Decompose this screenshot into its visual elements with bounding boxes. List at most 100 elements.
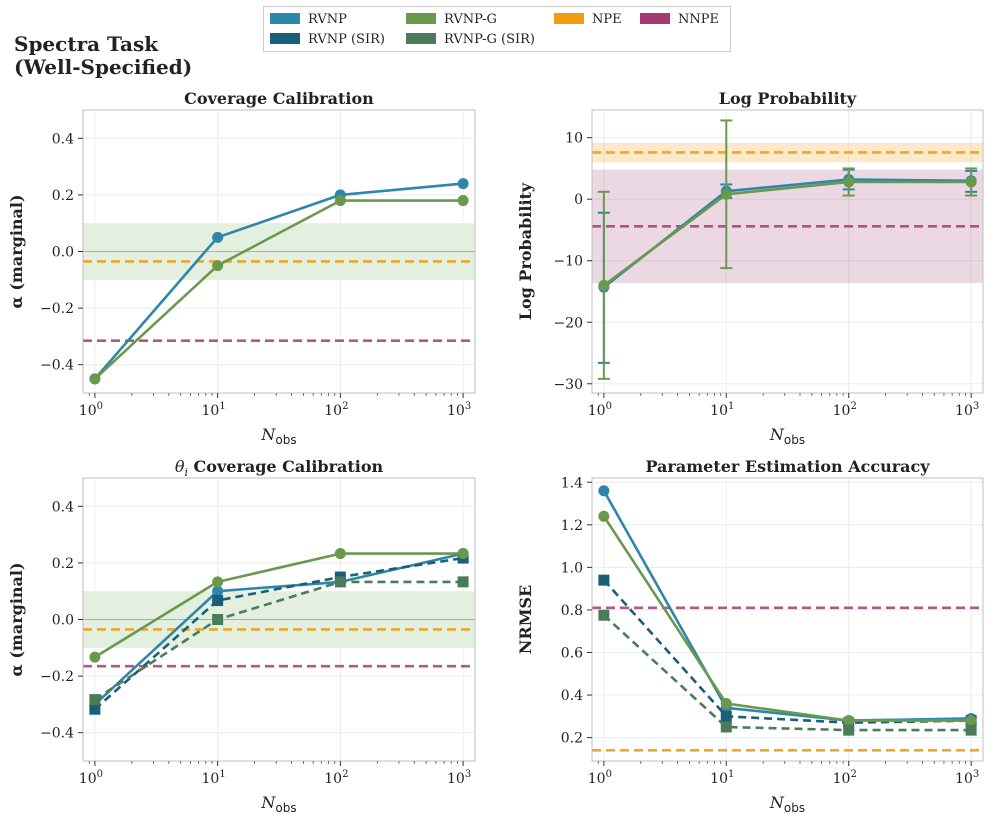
legend-swatch-rvnp (270, 13, 300, 24)
y-tick-label: −10 (553, 254, 583, 270)
data-point (598, 485, 610, 497)
legend-label-rvnpg-sir: RVNP-G (SIR) (444, 32, 536, 47)
legend-label-nnpe: NNPE (678, 12, 719, 27)
y-tick-label: 0.0 (52, 613, 74, 629)
y-tick-label: 0.6 (561, 645, 583, 661)
series-rvnp-sir (598, 574, 977, 729)
y-tick-label: −30 (553, 377, 583, 393)
data-point (598, 279, 610, 291)
x-tick-label: 102 (324, 401, 348, 419)
legend-item-nnpe: NNPE (640, 12, 719, 28)
data-point (843, 176, 855, 188)
data-point (212, 595, 224, 607)
legend-swatch-nnpe (640, 13, 670, 24)
y-tick-label: 0.2 (52, 556, 74, 572)
series-line (93, 182, 464, 380)
y-axis-label: α (marginal) (7, 562, 26, 676)
series-line (603, 614, 972, 732)
data-point (457, 576, 469, 588)
figure-title: Spectra Task (Well-Specified) (14, 32, 193, 79)
data-point (843, 724, 855, 736)
npe-band (592, 142, 983, 163)
panel-1: −0.4 −0.2 0.0 0.2 0.4 100 101 102 103 Coverage Ca… (7, 89, 476, 447)
panel-title: θi Coverage Calibration (175, 457, 384, 479)
x-tick-label: 101 (202, 401, 226, 419)
grid (592, 478, 983, 761)
series-rvnp (598, 485, 977, 727)
y-tick-label: 1.2 (561, 518, 583, 534)
x-axis-label: Nobs (260, 793, 296, 815)
plot-frame (591, 477, 984, 762)
data-point (89, 651, 101, 663)
data-point (843, 715, 855, 727)
panel-title: Log Probability (719, 89, 857, 108)
y-tick-label: −0.4 (40, 726, 74, 742)
legend-item-rvnp: RVNP (270, 12, 347, 28)
y-tick-label: −0.4 (40, 358, 74, 374)
data-point (212, 576, 224, 588)
data-point (89, 373, 101, 385)
data-point (720, 710, 732, 722)
data-point (457, 178, 469, 190)
series-rvnp-g-sir (598, 609, 977, 736)
series-line (94, 580, 464, 701)
data-point (212, 231, 224, 243)
data-point (212, 260, 224, 272)
series-rvnp-g-sir (89, 576, 469, 706)
y-tick-label: 0.4 (52, 131, 74, 147)
data-point (965, 724, 977, 736)
data-point (598, 609, 610, 621)
x-tick-label: 100 (79, 401, 103, 419)
y-tick-label: −0.2 (40, 301, 74, 317)
data-point (89, 694, 101, 706)
data-point (334, 548, 346, 560)
data-point (598, 574, 610, 586)
y-tick-label: 0.4 (52, 499, 74, 515)
y-axis-label: Log Probability (516, 182, 535, 320)
panel-2: −30 −20 −10 0 10 100 101 102 103 Log Probability N… (516, 89, 984, 447)
series-rvnp (89, 178, 469, 385)
x-tick-label: 101 (710, 769, 734, 787)
panel-title: Parameter Estimation Accuracy (645, 457, 930, 476)
x-axis-label: Nobs (769, 425, 805, 447)
series-line (603, 180, 972, 287)
x-tick-label: 101 (710, 401, 734, 419)
data-point (212, 585, 224, 597)
y-tick-label: 1.4 (561, 475, 583, 491)
y-tick-label: 10 (565, 131, 583, 147)
data-point (89, 703, 101, 715)
panel-4: 0.2 0.4 0.6 0.8 1.0 1.2 1.4 100 101 102 103 Paramet… (516, 457, 984, 815)
panel-title: Coverage Calibration (184, 89, 374, 108)
x-tick-label: 100 (588, 401, 612, 419)
legend-item-rvnpg-sir: RVNP-G (SIR) (406, 32, 535, 48)
series-line (602, 515, 972, 722)
y-tick-label: −0.2 (40, 669, 74, 685)
plot-area (83, 178, 475, 385)
y-axis-label: α (marginal) (7, 194, 26, 308)
series-line (94, 552, 464, 706)
legend-label-rvnp-sir: RVNP (SIR) (308, 32, 385, 47)
data-point (212, 614, 224, 625)
legend-swatch-rvnpg-sir (406, 33, 436, 44)
y-tick-label: 0 (574, 192, 583, 208)
x-tick-label: 100 (79, 769, 103, 787)
series-rvnp-g (597, 119, 978, 380)
legend-item-rvnpg: RVNP-G (406, 12, 497, 28)
data-point (720, 721, 732, 733)
y-tick-label: 1.0 (561, 560, 583, 576)
x-tick-label: 102 (324, 769, 348, 787)
x-axis-label: Nobs (769, 793, 805, 815)
legend-swatch-npe (554, 13, 584, 24)
x-tick-label: 102 (833, 769, 857, 787)
legend-swatch-rvnp-sir (270, 33, 300, 44)
x-tick-label: 103 (955, 769, 979, 787)
y-tick-label: 0.2 (52, 188, 74, 204)
y-tick-label: −20 (553, 315, 583, 331)
legend: RVNP RVNP (SIR) RVNP-G RVNP-G (SIR) NPE … (263, 6, 731, 52)
x-axis-label: Nobs (260, 425, 296, 447)
x-tick-label: 103 (447, 401, 471, 419)
y-axis-label: NRMSE (516, 585, 535, 654)
x-tick-label: 102 (833, 401, 857, 419)
y-tick-label: 0.8 (561, 603, 583, 619)
